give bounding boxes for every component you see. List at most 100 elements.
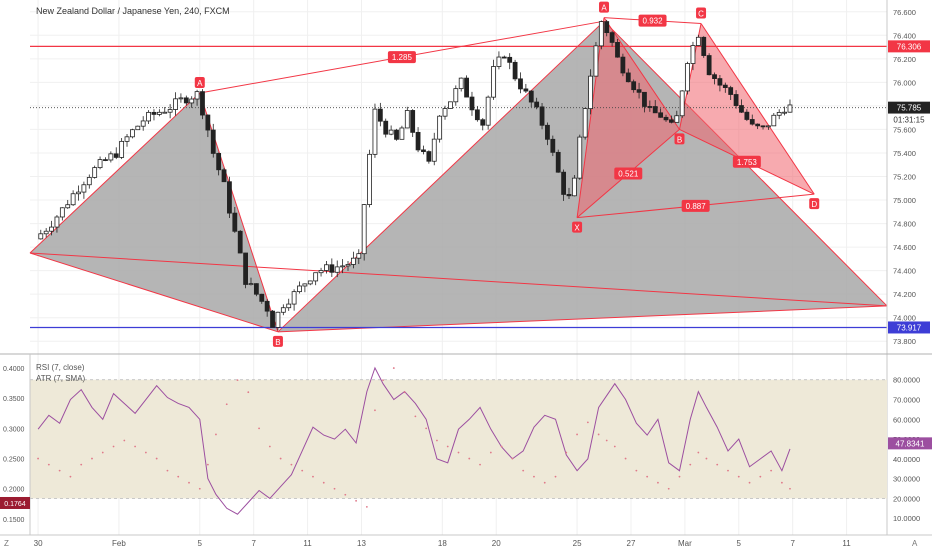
candle-body <box>54 216 60 228</box>
candle-body <box>200 91 205 116</box>
atr-dot <box>759 475 762 478</box>
atr-dot <box>522 469 525 472</box>
ratio-label-box <box>387 51 416 64</box>
atr-dot <box>355 499 357 502</box>
price-axis-ticks[interactable]: 76.60076.40076.20076.00075.80075.60075.4… <box>893 8 916 346</box>
ratio-label: 1.753 <box>737 158 758 167</box>
rsi-last-tag: 47.8341 <box>896 439 925 448</box>
candle-body <box>340 265 346 268</box>
price-tick-label: 76.000 <box>893 78 916 87</box>
price-tick-label: 75.600 <box>893 125 916 134</box>
corner-left-label[interactable]: Z <box>4 539 9 548</box>
time-tick-label: 27 <box>627 539 636 548</box>
atr-dot <box>382 379 384 382</box>
time-axis-ticks[interactable]: 30 Feb 5 7 11 13 18 20 25 27 Mar 5 7 11 <box>34 539 852 548</box>
candle-body <box>566 194 572 197</box>
pattern-ratio-labels: 1.285 0.932 0.521 0.887 1.753 <box>387 14 761 212</box>
candle-body <box>367 153 372 205</box>
price-tick-label: 75.000 <box>893 196 916 205</box>
candle-body <box>582 108 588 138</box>
candle-body <box>523 88 529 92</box>
candle-body <box>259 293 265 302</box>
pattern-triangle <box>30 92 278 332</box>
atr-tick-label: 0.3000 <box>3 426 25 433</box>
candle-body <box>766 125 771 128</box>
atr-dot <box>576 433 578 436</box>
candle-body <box>571 177 577 197</box>
pattern-point-label: C <box>698 10 704 19</box>
candle-body <box>507 56 513 63</box>
atr-dot <box>705 457 708 460</box>
atr-dot <box>770 469 773 472</box>
candle-body <box>324 264 329 271</box>
atr-dot <box>236 379 239 382</box>
candle-body <box>59 207 65 218</box>
rsi-tick-label: 10.0000 <box>893 514 920 523</box>
atr-dot <box>123 439 126 442</box>
candle-body <box>512 61 518 80</box>
candle-body <box>194 91 200 100</box>
atr-dot <box>613 445 616 448</box>
atr-dot <box>333 487 336 490</box>
atr-tick-label: 0.3500 <box>3 396 25 403</box>
countdown-tag: 01:31:15 <box>893 116 925 125</box>
atr-dot <box>290 463 293 466</box>
candle-body <box>135 125 141 131</box>
corner-right-label[interactable]: A <box>912 539 918 548</box>
candle-body <box>232 212 238 232</box>
horizontal-lines[interactable] <box>30 45 887 329</box>
atr-dot <box>678 475 681 478</box>
pattern-triangle <box>577 17 680 218</box>
countdown-tag-box <box>888 113 930 126</box>
candle-body <box>113 153 119 158</box>
pattern-point-box <box>674 133 685 145</box>
atr-dot <box>533 475 535 478</box>
rsi-tick-label: 70.0000 <box>893 396 920 405</box>
candle-body <box>528 90 534 103</box>
candle-body <box>464 77 469 98</box>
candle-body <box>302 283 308 287</box>
candle-body <box>377 108 383 122</box>
candle-body <box>140 120 146 127</box>
candle-body <box>782 111 787 114</box>
candle-body <box>394 129 399 140</box>
pattern-point-labels: A B X A B C D <box>194 1 820 347</box>
candle-body <box>275 311 281 328</box>
candle-body <box>119 140 125 158</box>
time-tick-label: 5 <box>198 539 203 548</box>
candle-body <box>81 184 87 193</box>
rsi-last-tag-box <box>888 437 932 450</box>
candle-body <box>399 127 405 140</box>
candle-body <box>776 112 782 116</box>
candle-body <box>453 88 459 103</box>
price-tick-label: 74.600 <box>893 243 916 252</box>
atr-legend[interactable]: ATR (7, SMA) <box>36 374 86 383</box>
atr-dot <box>392 367 395 369</box>
time-tick-label: 7 <box>251 539 256 548</box>
atr-dot <box>565 451 568 454</box>
price-tick-label: 74.200 <box>893 290 916 299</box>
candle-body <box>156 111 162 115</box>
ratio-label: 0.521 <box>618 170 639 179</box>
time-tick-label: 11 <box>842 539 851 548</box>
candle-body <box>103 159 108 161</box>
candle-body <box>609 32 615 43</box>
candle-body <box>130 129 135 138</box>
candle-body <box>248 283 254 286</box>
candle-body <box>173 98 178 110</box>
candle-body <box>577 136 583 179</box>
atr-tick-label: 0.2500 <box>3 457 25 464</box>
indicator-axis-ticks: 80.000070.000060.000050.000040.000030.00… <box>0 366 932 524</box>
atr-dot <box>80 463 83 466</box>
candle-body <box>356 253 362 259</box>
atr-dot <box>436 439 438 442</box>
price-tag-box <box>888 321 930 334</box>
pattern-leg <box>29 252 279 333</box>
candle-body <box>518 78 523 90</box>
atr-dot <box>403 391 406 394</box>
rsi-legend[interactable]: RSI (7, close) <box>36 363 85 372</box>
candle-body <box>501 56 507 59</box>
atr-dot <box>322 481 325 484</box>
atr-dot <box>268 445 271 448</box>
